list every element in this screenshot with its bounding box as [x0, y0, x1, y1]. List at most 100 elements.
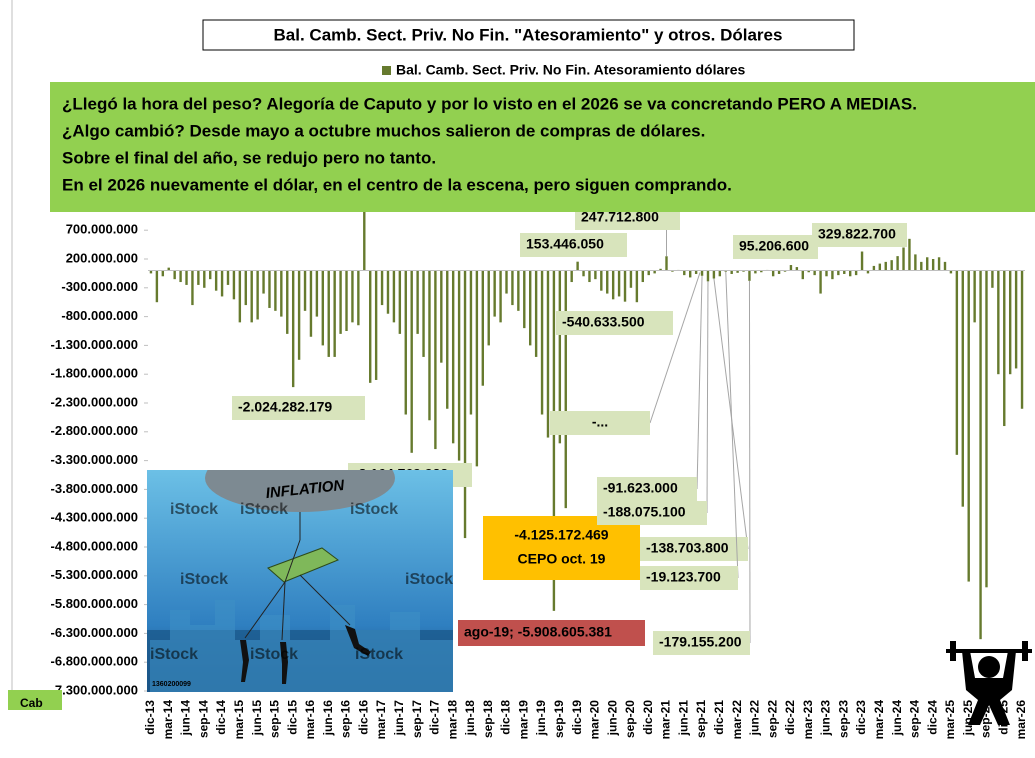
- bar: [392, 270, 396, 323]
- x-tick-label: jun-17: [392, 700, 406, 737]
- bar: [730, 270, 733, 274]
- bar: [398, 270, 402, 334]
- bar: [386, 270, 390, 314]
- x-tick-label: mar-19: [516, 700, 530, 740]
- bar: [321, 270, 325, 346]
- data-label: -91.623.000: [603, 480, 678, 496]
- cab-button-label[interactable]: Cab: [20, 696, 43, 710]
- bar: [683, 270, 686, 276]
- bar: [238, 270, 242, 323]
- leader-line: [706, 281, 709, 514]
- bar: [286, 270, 289, 334]
- x-tick-label: dic-15: [285, 700, 299, 735]
- x-tick-label: sep-15: [268, 700, 282, 738]
- data-label-box: [550, 411, 650, 435]
- x-tick-label: jun-22: [748, 700, 762, 737]
- bar: [161, 270, 165, 277]
- data-label: -2.024.282.179: [238, 399, 332, 415]
- plot-area: 2.700.000.0002.200.000.0001.700.000.0001…: [51, 106, 1029, 739]
- bar: [760, 270, 763, 273]
- x-tick-label: jun-23: [819, 700, 833, 737]
- bar: [274, 270, 277, 311]
- bar: [191, 270, 194, 306]
- watermark: iStock: [150, 646, 198, 663]
- bar: [902, 247, 905, 271]
- bar: [333, 270, 336, 357]
- data-label-box: [640, 537, 748, 561]
- x-tick-label: dic-14: [214, 700, 228, 735]
- bar: [203, 270, 206, 288]
- bar: [327, 270, 330, 357]
- bar: [931, 259, 935, 271]
- x-tick-label: mar-21: [659, 700, 673, 740]
- x-tick-label: jun-20: [605, 700, 619, 737]
- bar: [706, 270, 710, 282]
- bar: [694, 270, 698, 274]
- x-tick-label: jun-19: [534, 700, 548, 737]
- x-tick-label: mar-17: [374, 700, 388, 740]
- bar: [570, 270, 573, 283]
- data-label: -19.123.700: [646, 569, 721, 585]
- bar: [351, 270, 354, 323]
- bar: [1014, 270, 1018, 369]
- x-tick-label: jun-25: [961, 700, 975, 737]
- bar: [167, 267, 170, 271]
- image-code: 1360200099: [152, 681, 191, 688]
- data-label: -540.633.500: [562, 314, 645, 330]
- y-tick-label: -6.300.000.000: [51, 625, 138, 640]
- watermark: iStock: [250, 646, 298, 663]
- bar: [700, 270, 704, 276]
- bar: [831, 270, 834, 280]
- bar: [843, 270, 846, 274]
- bar: [410, 270, 413, 453]
- bar: [280, 270, 283, 317]
- cab-button[interactable]: [8, 690, 62, 710]
- bar: [973, 270, 976, 323]
- plate: [950, 641, 956, 661]
- bar: [232, 270, 236, 300]
- x-tick-label: mar-24: [872, 700, 886, 740]
- bar: [937, 257, 941, 271]
- bar: [896, 256, 899, 271]
- annotation: -...: [592, 414, 608, 430]
- y-tick-label: -4.300.000.000: [51, 510, 138, 525]
- bar: [920, 261, 923, 271]
- bar: [185, 270, 188, 285]
- x-tick-label: mar-16: [303, 700, 317, 740]
- data-label-box: [232, 396, 365, 420]
- bar: [309, 270, 313, 337]
- data-label-box: [812, 223, 907, 247]
- leader-line: [725, 271, 739, 579]
- bar: [884, 261, 887, 271]
- y-tick-label: -3.300.000.000: [51, 452, 138, 467]
- rope: [284, 539, 301, 583]
- bar: [611, 270, 615, 300]
- bar: [748, 270, 751, 281]
- bar: [866, 270, 870, 274]
- x-tick-label: dic-23: [854, 700, 868, 735]
- data-label-box: [597, 501, 707, 525]
- x-tick-label: sep-24: [908, 700, 922, 738]
- bar: [724, 270, 727, 272]
- bar: [179, 270, 182, 283]
- commentary-line: ¿Algo cambió? Desde mayo a octubre mucho…: [62, 121, 705, 140]
- data-label-box: [483, 516, 640, 580]
- bar: [505, 270, 508, 294]
- inflation-image: INFLATION iStock iStock iStock iStock iS…: [147, 470, 453, 692]
- legend-swatch: [382, 66, 391, 75]
- bar: [339, 270, 342, 334]
- bar: [801, 270, 804, 280]
- y-tick-label: -7.300.000.000: [51, 682, 138, 697]
- y-tick-label: -6.800.000.000: [51, 654, 138, 669]
- data-label: 95.206.600: [739, 238, 809, 254]
- bar: [825, 270, 828, 277]
- data-label-box: [520, 233, 627, 257]
- leader-line: [649, 272, 701, 424]
- bar: [214, 270, 218, 291]
- bar: [848, 270, 852, 277]
- bar: [369, 270, 372, 383]
- x-tick-label: jun-21: [676, 700, 690, 737]
- bar: [534, 270, 538, 357]
- x-tick-label: sep-21: [694, 700, 708, 738]
